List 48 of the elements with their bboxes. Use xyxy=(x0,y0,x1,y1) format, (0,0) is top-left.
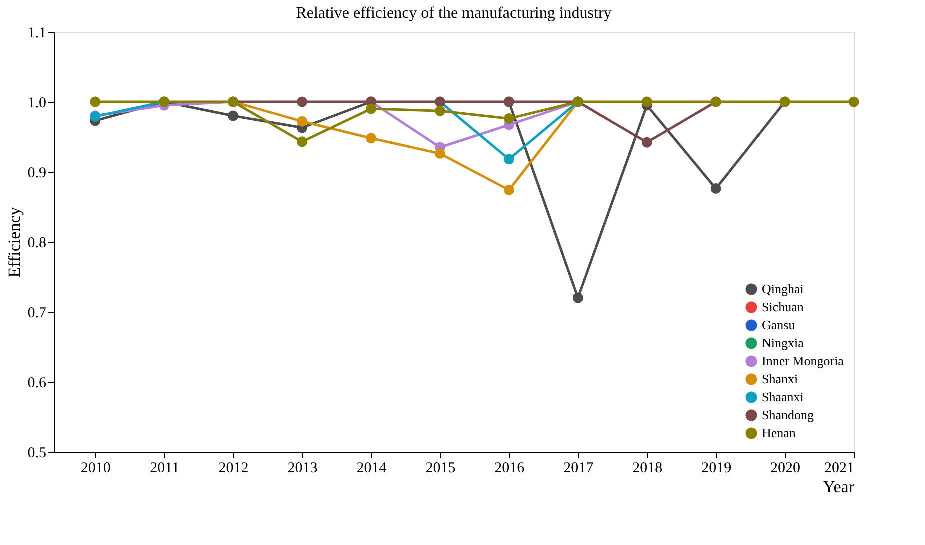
point xyxy=(366,104,376,114)
y-tick-label: 0.8 xyxy=(28,236,46,252)
x-tick-label: 2016 xyxy=(494,460,526,476)
point xyxy=(504,184,514,196)
y-tick-label: 1.0 xyxy=(28,96,46,112)
x-tick-label: 2011 xyxy=(150,460,180,476)
point xyxy=(297,136,308,148)
legend-label: Qinghai xyxy=(762,282,804,296)
x-tick-label: 2013 xyxy=(288,460,318,476)
y-tick-label: 0.9 xyxy=(28,166,46,182)
point xyxy=(297,116,308,127)
y-axis-title: Efficiency xyxy=(4,206,24,278)
point xyxy=(710,184,722,194)
y-tick-label: 1.1 xyxy=(28,26,46,42)
legend-label: Henan xyxy=(762,426,796,440)
x-axis-title: Year xyxy=(823,478,855,496)
point xyxy=(642,137,652,148)
x-tick-label: 2017 xyxy=(564,460,594,476)
x-tick-label: 2012 xyxy=(218,460,249,476)
x-tick-label: 2014 xyxy=(356,460,388,476)
point xyxy=(297,96,308,108)
y-tick-label: 0.7 xyxy=(28,306,47,322)
legend-label: Shanxi xyxy=(762,372,798,386)
x-tick-label: 2015 xyxy=(426,460,456,476)
legend-label: Ningxia xyxy=(762,336,804,350)
x-tick-label: 2010 xyxy=(80,460,111,476)
y-tick-label: 0.6 xyxy=(28,376,47,392)
x-tick-label: 2018 xyxy=(632,460,663,476)
point xyxy=(434,106,446,116)
point xyxy=(504,154,514,165)
x-tick-label: 2020 xyxy=(770,460,801,476)
legend-label: Shandong xyxy=(762,408,814,422)
chart-title: Relative efficiency of the manufacturing industry xyxy=(296,5,612,22)
point xyxy=(434,148,446,160)
point xyxy=(90,96,101,108)
x-tick-label: 2021 xyxy=(824,460,854,476)
legend-label: Shaanxi xyxy=(762,390,804,404)
point xyxy=(366,133,376,144)
y-tick-label: 0.5 xyxy=(28,446,46,462)
x-tick-label: 2019 xyxy=(702,460,732,476)
point xyxy=(504,114,514,124)
legend-label: Inner Mongoria xyxy=(762,354,844,368)
point xyxy=(572,292,584,304)
legend-label: Gansu xyxy=(762,318,796,332)
legend-label: Sichuan xyxy=(762,300,804,314)
point xyxy=(228,110,239,122)
point xyxy=(642,96,652,108)
point xyxy=(848,96,860,108)
